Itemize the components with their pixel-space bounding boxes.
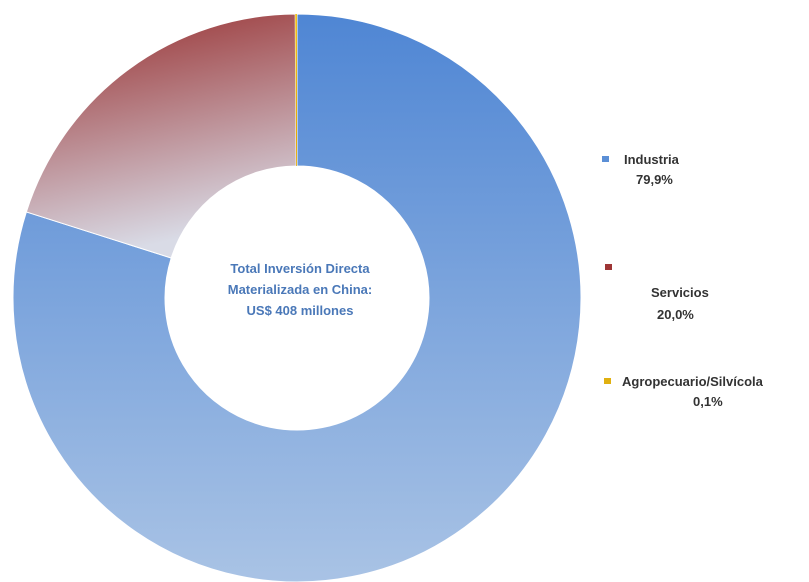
- legend-swatch-servicios: [605, 264, 612, 270]
- legend-item-industria: Industria 79,9%: [600, 150, 780, 194]
- center-label-line-3: US$ 408 millones: [246, 303, 354, 318]
- slice-industria: [12, 13, 582, 582]
- center-label-line-2: Materializada en China:: [227, 282, 373, 297]
- legend-swatch-agropecuario: [604, 378, 611, 384]
- legend-value-agropecuario: 0,1%: [693, 394, 723, 409]
- legend-item-agropecuario: Agropecuario/Silvícola 0,1%: [600, 372, 809, 416]
- center-label-line-1: Total Inversión Directa: [230, 261, 370, 276]
- slice-servicios: [25, 13, 297, 259]
- center-label: Total Inversión Directa Materializada en…: [180, 258, 420, 321]
- legend-label-servicios: Servicios: [651, 285, 709, 300]
- legend-value-industria: 79,9%: [636, 172, 673, 187]
- legend-swatch-industria: [602, 156, 609, 162]
- legend-label-agropecuario: Agropecuario/Silvícola: [622, 374, 763, 389]
- legend-label-industria: Industria: [624, 152, 679, 167]
- legend-value-servicios: 20,0%: [657, 307, 694, 322]
- slice-agropecuario: [295, 14, 297, 167]
- legend-item-servicios: Servicios 20,0%: [600, 258, 780, 328]
